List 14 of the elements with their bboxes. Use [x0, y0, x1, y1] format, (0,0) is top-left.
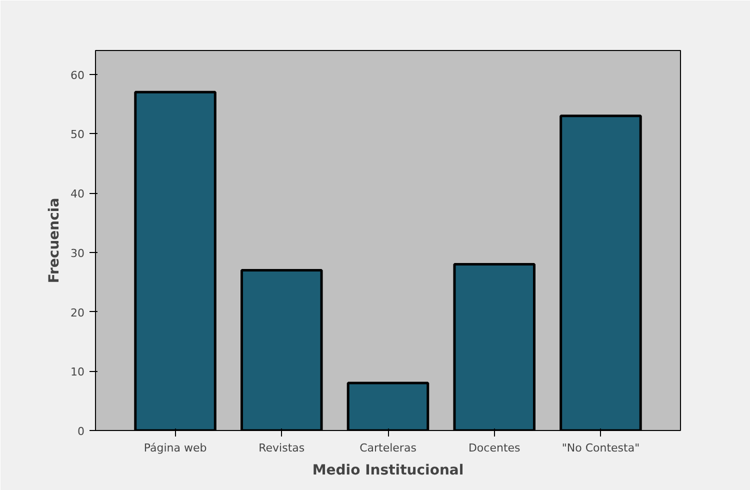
y-tick-label: 20 [70, 306, 85, 320]
x-axis-title: Medio Institucional [312, 462, 464, 478]
x-tick-label: Página web [144, 442, 207, 454]
x-tick-label: "No Contesta" [562, 442, 640, 454]
y-tick-label: 40 [70, 188, 85, 200]
y-tick-label: 50 [70, 128, 85, 142]
x-tick-label: Revistas [258, 442, 305, 454]
y-axis-title: Frecuencia [46, 198, 63, 284]
y-tick-label: 10 [70, 366, 85, 379]
y-tick-label: 0 [78, 425, 84, 438]
x-tick-label: Carteleras [360, 442, 417, 454]
y-tick-label: 30 [70, 246, 85, 260]
y-tick-label: 60 [70, 68, 85, 82]
x-tick-label: Docentes [468, 442, 521, 454]
